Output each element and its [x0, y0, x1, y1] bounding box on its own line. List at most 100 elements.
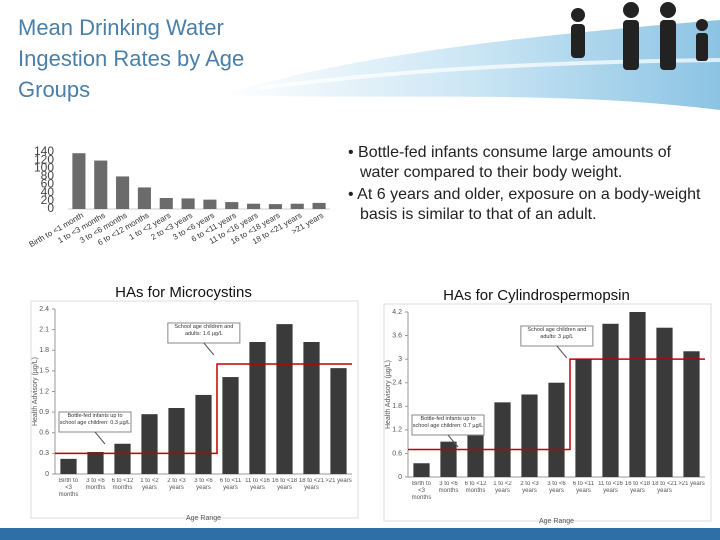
bar: [94, 160, 108, 209]
bar: [290, 203, 304, 209]
bar: [141, 414, 158, 474]
annotation-wrap: School age children and adults: 1.6 µg/L: [174, 324, 234, 337]
bar: [114, 443, 131, 474]
x-tick-wrap: 11 to <16 years: [598, 481, 623, 494]
y-tick-label: 0: [45, 471, 49, 478]
x-tick-wrap: 11 to <16 years: [245, 478, 270, 491]
x-tick-wrap: 18 to <21 years: [652, 481, 677, 494]
chart-title: HAs for Microcystins: [115, 284, 252, 301]
bar: [521, 394, 538, 477]
x-tick-label: 6 to <11 years: [219, 478, 242, 491]
x-tick-wrap: Birth to <3 months: [58, 478, 79, 498]
annotation-pointer: [447, 434, 459, 448]
annotation-wrap: Bottle-fed infants up to school age chil…: [412, 416, 484, 429]
y-tick-label: 60: [41, 177, 55, 191]
x-tick-label: 3 to <6 months: [438, 481, 459, 494]
annotation: School age children and adults: 3 µg/L: [527, 327, 587, 340]
bar: [312, 202, 326, 209]
x-tick-label: 6 to <12 months: [464, 481, 487, 494]
x-tick-wrap: 2 to <3 years: [520, 481, 539, 494]
water-streak: [259, 58, 720, 90]
annotation: Bottle-fed infants up to school age chil…: [59, 413, 131, 426]
bar: [575, 359, 592, 477]
bullet-list: • Bottle-fed infants consume large amoun…: [338, 143, 710, 227]
bar: [225, 202, 239, 209]
bar: [656, 327, 673, 477]
bullet: • Bottle-fed infants consume large amoun…: [348, 144, 672, 181]
y-tick-label: 20: [41, 193, 55, 207]
y-tick-label: 120: [34, 152, 54, 166]
x-tick-wrap: 2 to <3 years: [167, 478, 186, 491]
bar: [203, 199, 217, 209]
bar: [222, 377, 239, 474]
annotation-pointer: [203, 342, 215, 356]
y-tick-label: 0.6: [392, 450, 402, 457]
y-tick-label: 1.2: [392, 427, 402, 434]
bar: [548, 382, 565, 477]
annotation-pointer: [94, 431, 106, 445]
y-tick-label: 2.4: [39, 306, 49, 313]
bar: [602, 323, 619, 477]
bar: [168, 408, 185, 474]
x-tick-wrap: >21 years: [678, 481, 705, 487]
y-tick-label: 0.3: [39, 450, 49, 457]
bar: [249, 342, 266, 474]
x-tick-label: Birth to <3 months: [411, 481, 432, 501]
chart-title: HAs for Cylindrospermopsin: [443, 287, 630, 304]
bullet-text: At 6 years and older, exposure on a body…: [357, 186, 701, 223]
y-tick-label: 1.8: [392, 403, 402, 410]
bar: [247, 203, 261, 209]
x-tick-wrap: 3 to <6 years: [194, 478, 213, 491]
bar: [72, 153, 86, 209]
family-icon: [571, 2, 708, 70]
y-axis-label: Health Advisory (µg/L): [32, 357, 39, 426]
x-axis-label: Age Range: [539, 518, 574, 525]
y-tick-label: 1.2: [39, 388, 49, 395]
x-tick-label: Birth to <3 months: [58, 478, 79, 498]
bar: [494, 402, 511, 477]
x-tick-label: 3 to <6 years: [547, 481, 566, 494]
x-tick-wrap: 16 to <18 years: [625, 481, 650, 494]
bar: [116, 176, 130, 209]
x-tick-wrap: 16 to <18 years: [271, 478, 298, 491]
x-tick-wrap: 3 to <6 months: [438, 481, 459, 494]
x-tick-label: 2 to <3 years: [167, 478, 186, 491]
bar: [181, 198, 195, 209]
bar: [467, 429, 484, 477]
annotation-wrap: School age children and adults: 3 µg/L: [527, 327, 587, 340]
x-tick-wrap: 3 to <6 months: [86, 478, 106, 491]
x-tick-label: 1 to <2 years: [140, 478, 159, 491]
y-tick-label: 2.1: [39, 326, 49, 333]
x-axis-label: Age Range: [186, 515, 221, 522]
x-tick-wrap: 6 to <11 years: [219, 478, 242, 491]
y-tick-label: 0: [398, 474, 402, 481]
x-tick-label: >21 years: [678, 481, 705, 487]
bar: [276, 324, 293, 474]
bar: [159, 198, 173, 209]
bar: [413, 463, 430, 477]
x-tick-wrap: >21 years: [325, 478, 352, 484]
bar: [303, 342, 320, 474]
annotation-wrap: Bottle-fed infants up to school age chil…: [59, 413, 131, 426]
bar: [330, 368, 347, 474]
annotation: Bottle-fed infants up to school age chil…: [412, 416, 484, 429]
y-tick-label: 80: [41, 169, 55, 183]
y-tick-label: 1.5: [39, 368, 49, 375]
x-tick-wrap: 6 to <12 months: [464, 481, 487, 494]
y-tick-label: 3.6: [392, 332, 402, 339]
y-tick-label: 0: [47, 201, 54, 215]
x-tick-wrap: Birth to <3 months: [411, 481, 432, 501]
x-tick-wrap: 3 to <6 years: [547, 481, 566, 494]
x-tick-label: 3 to <6 years: [194, 478, 213, 491]
y-tick-label: 100: [34, 160, 54, 174]
x-tick-label: 1 to <2 years: [493, 481, 512, 494]
bar: [268, 204, 282, 209]
y-tick-label: 0.6: [39, 430, 49, 437]
y-tick-label: 3: [398, 356, 402, 363]
bar: [629, 312, 646, 477]
threshold-line: [408, 358, 705, 451]
annotation: School age children and adults: 1.6 µg/L: [174, 324, 234, 337]
x-tick-label: 16 to <18 years: [271, 478, 298, 491]
